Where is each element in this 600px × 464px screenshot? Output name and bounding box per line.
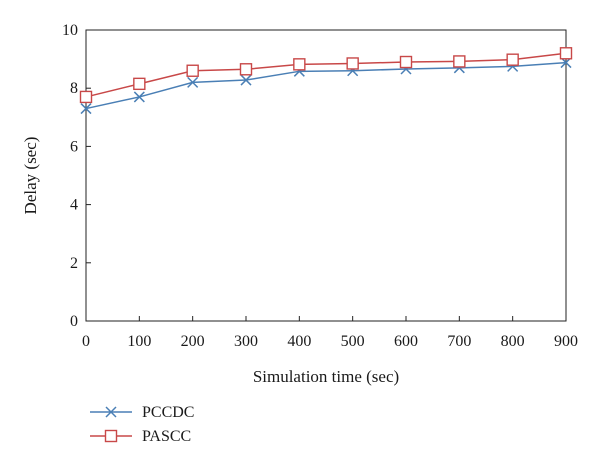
point-pascc-1 [133,77,146,91]
x-tick-label-2: 200 [181,333,205,350]
x-tick-label-5: 500 [341,333,365,350]
y-axis-label: Delay (sec) [21,137,40,215]
y-tick-label-4: 8 [70,80,78,97]
y-tick-label-1: 2 [70,255,78,272]
point-pascc-4 [293,58,306,71]
legend-label-pccdc: PCCDC [142,404,194,421]
point-pascc-0 [79,90,93,104]
plot-frame [85,29,567,322]
series-group [79,47,573,115]
x-tick-label-8: 800 [501,333,525,350]
point-pascc-5 [346,57,359,70]
point-pascc-9 [559,47,573,60]
point-pccdc-1 [133,91,145,103]
x-tick-label-4: 400 [287,333,311,350]
point-pccdc-0 [80,103,92,115]
x-tick-label-0: 0 [82,333,90,350]
point-pascc-2 [186,64,199,77]
point-pascc-3 [239,63,253,76]
legend-label-pascc: PASCC [142,428,191,445]
series-line-pascc [85,52,567,98]
point-pascc-8 [506,53,519,66]
ticks-group: 0 100 200 300 400 500 600 700 800 900 0 2 4 6 8 10 [62,22,578,350]
point-pccdc-3 [240,74,252,86]
legend-marker-pccdc [105,406,117,418]
series-line-pccdc [85,61,567,110]
y-tick-label-2: 4 [70,197,78,214]
x-tick-label-7: 700 [447,333,471,350]
y-tick-label-5: 10 [62,22,78,39]
x-tick-label-3: 300 [234,333,258,350]
x-tick-label-1: 100 [127,333,151,350]
x-axis-label: Simulation time (sec) [253,367,399,386]
point-pccdc-2 [187,76,199,88]
point-pascc-7 [453,55,466,68]
y-tick-label-3: 6 [70,138,78,155]
legend-marker-pascc [104,429,118,443]
legend: PCCDC PASCC [90,404,194,445]
point-pascc-6 [399,55,413,69]
y-tick-label-0: 0 [70,313,78,330]
x-tick-label-9: 900 [554,333,578,350]
x-tick-label-6: 600 [394,333,418,350]
